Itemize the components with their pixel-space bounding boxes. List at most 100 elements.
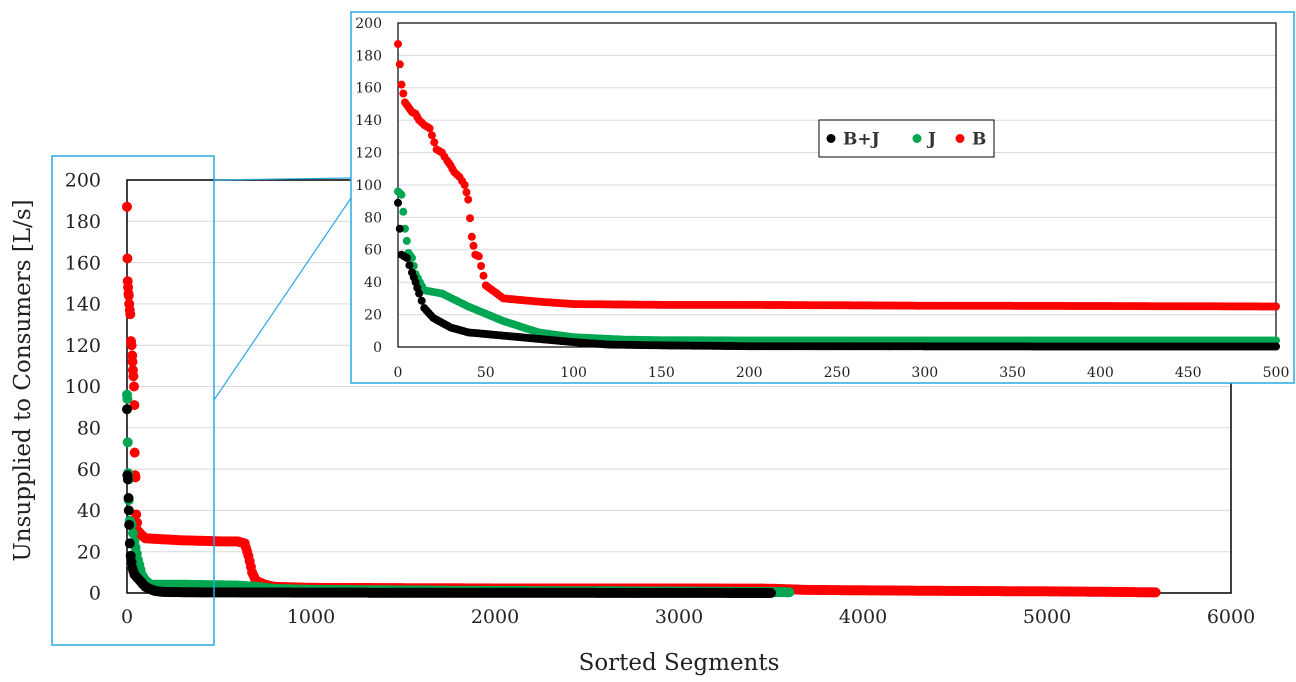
y-tick-label: 160	[65, 252, 101, 274]
data-point	[128, 371, 139, 382]
data-point	[1272, 302, 1280, 311]
y-tick-label: 20	[364, 308, 382, 324]
x-tick-label: 300	[911, 365, 938, 381]
data-point	[417, 296, 426, 305]
y-tick-label: 40	[77, 500, 101, 522]
zoom-connector-line	[213, 177, 352, 181]
data-point	[395, 60, 404, 69]
main-points	[122, 201, 1161, 598]
data-point	[784, 587, 795, 598]
data-point	[474, 252, 483, 261]
data-point	[1272, 342, 1280, 351]
y-tick-label: 120	[355, 146, 382, 162]
y-tick-label: 80	[364, 210, 382, 226]
data-point	[124, 538, 135, 549]
x-tick-label: 250	[824, 365, 851, 381]
x-tick-label: 0	[394, 365, 403, 381]
x-tick-label: 5000	[1023, 606, 1071, 628]
data-point	[427, 131, 436, 140]
y-tick-label: 160	[355, 81, 382, 97]
data-point	[122, 201, 132, 212]
data-point	[123, 493, 134, 503]
inset-ticks: 0 20 40 60 80 100 120 140 160 180 200 0 50 100 150 200 2…	[355, 16, 1289, 381]
data-point	[129, 381, 139, 392]
legend-label-bj: B+J	[843, 130, 880, 150]
data-point	[122, 474, 133, 485]
x-tick-label: 1000	[287, 606, 335, 628]
zoom-connector-line	[213, 197, 352, 401]
x-tick-label: 50	[477, 365, 495, 381]
data-point	[123, 290, 134, 301]
y-axis-title: Unsupplied to Consumers [L/s]	[10, 199, 36, 561]
legend: B+J J B	[818, 119, 995, 158]
data-point	[1272, 336, 1280, 345]
y-tick-label: 140	[355, 113, 382, 129]
x-tick-label: 200	[736, 365, 763, 381]
x-tick-label: 450	[1175, 365, 1202, 381]
zoom-region-box	[51, 155, 215, 646]
y-tick-label: 140	[65, 294, 101, 316]
data-point	[399, 89, 408, 98]
legend-marker-b	[955, 134, 965, 143]
y-tick-label: 120	[65, 335, 101, 357]
legend-box	[818, 119, 995, 158]
y-tick-label: 40	[364, 275, 382, 291]
data-point	[124, 519, 135, 530]
data-point	[122, 253, 133, 264]
y-tick-label: 60	[364, 243, 382, 259]
y-tick-label: 200	[355, 16, 382, 32]
x-tick-label: 350	[999, 365, 1026, 381]
data-point	[479, 271, 488, 280]
data-point	[128, 528, 138, 539]
series-b	[394, 40, 1280, 311]
data-point	[464, 195, 473, 204]
data-point	[399, 207, 408, 216]
data-point	[125, 309, 136, 320]
data-point	[477, 262, 486, 270]
x-tick-label: 6000	[1207, 606, 1255, 628]
data-point	[430, 138, 439, 147]
y-tick-label: 180	[65, 211, 101, 233]
data-point	[397, 190, 406, 199]
x-tick-label: 500	[1263, 365, 1290, 381]
data-point	[394, 40, 402, 49]
x-tick-label: 150	[648, 365, 675, 381]
data-point	[462, 188, 471, 197]
data-point	[466, 214, 474, 223]
data-point	[415, 289, 424, 298]
legend-label-j: J	[926, 130, 936, 150]
x-tick-label: 0	[121, 606, 133, 628]
y-tick-label: 100	[65, 376, 101, 398]
data-point	[397, 80, 406, 89]
data-point	[405, 261, 414, 270]
data-point	[122, 393, 133, 404]
data-point	[129, 447, 140, 458]
series-bj	[394, 198, 1280, 351]
legend-marker-j	[912, 134, 922, 143]
data-point	[467, 232, 476, 241]
y-tick-label: 60	[77, 459, 101, 481]
data-point	[126, 340, 137, 351]
x-tick-label: 2000	[471, 606, 519, 628]
legend-label-b: B	[972, 130, 986, 150]
data-point	[402, 253, 411, 262]
data-point	[469, 241, 478, 250]
data-point	[131, 509, 142, 520]
data-point	[460, 181, 469, 189]
data-point	[122, 437, 133, 448]
x-tick-label: 3000	[655, 606, 703, 628]
inset-panel	[350, 11, 1295, 384]
y-tick-label: 100	[355, 178, 382, 194]
y-tick-label: 0	[89, 583, 101, 605]
legend-marker-bj	[826, 134, 836, 143]
data-point	[127, 356, 138, 367]
data-point	[123, 505, 134, 516]
data-point	[122, 404, 132, 415]
data-point	[129, 400, 140, 411]
y-tick-label: 80	[77, 417, 101, 439]
data-point	[766, 588, 776, 598]
series-bj	[122, 404, 776, 598]
